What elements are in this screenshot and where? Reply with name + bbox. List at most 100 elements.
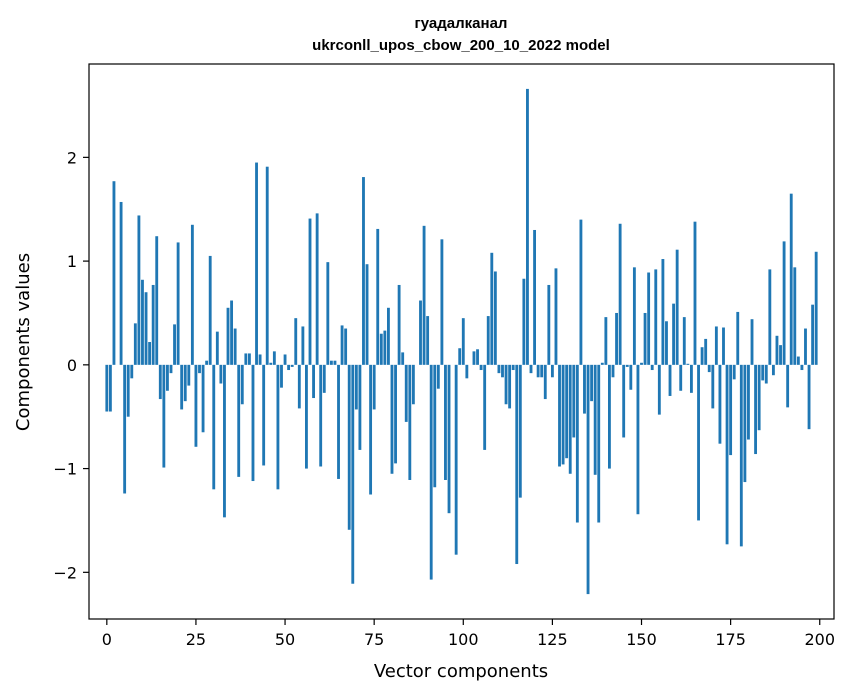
bar xyxy=(800,364,804,371)
bar xyxy=(447,364,451,514)
bar xyxy=(754,364,757,455)
bar xyxy=(119,201,123,365)
bar xyxy=(682,317,686,365)
x-tick-label: 100 xyxy=(448,630,479,649)
bar xyxy=(376,228,380,365)
bar xyxy=(643,312,647,365)
x-tick-label: 75 xyxy=(364,630,384,649)
bar xyxy=(411,364,415,405)
bar xyxy=(287,364,291,371)
x-tick-label: 50 xyxy=(275,630,295,649)
bar xyxy=(226,307,230,365)
bar xyxy=(672,303,676,365)
bar xyxy=(351,364,355,584)
bar xyxy=(604,317,608,365)
bar xyxy=(379,333,383,365)
bar xyxy=(533,229,536,365)
bar xyxy=(212,364,216,490)
bar xyxy=(272,351,276,365)
bar xyxy=(223,364,226,518)
bar xyxy=(732,364,736,380)
bars-group xyxy=(105,88,818,595)
bar xyxy=(322,364,326,393)
bar xyxy=(344,328,348,365)
bar xyxy=(679,364,683,391)
bar xyxy=(558,364,561,467)
bar xyxy=(476,349,479,365)
bar xyxy=(586,364,590,595)
bar xyxy=(158,364,162,400)
bar xyxy=(729,364,733,456)
bar xyxy=(390,364,394,474)
bar xyxy=(123,364,127,494)
bar xyxy=(632,267,636,365)
y-tick-label: 2 xyxy=(67,148,77,167)
bar xyxy=(768,269,772,365)
bar xyxy=(194,364,198,447)
bar xyxy=(526,88,529,365)
bar xyxy=(775,335,779,365)
bar xyxy=(397,284,401,365)
bar xyxy=(804,328,807,365)
chart-subtitle: ukrconll_upos_cbow_200_10_2022 model xyxy=(312,37,610,54)
bar xyxy=(169,364,173,374)
bar xyxy=(233,328,237,365)
chart-title: гуадалканал xyxy=(415,15,508,32)
bar xyxy=(208,255,212,365)
bar xyxy=(301,326,305,365)
bar xyxy=(305,364,308,469)
y-axis-ticks: −2 −1 0 1 2 xyxy=(53,148,89,582)
bar xyxy=(262,364,266,466)
bar xyxy=(761,364,765,381)
bar xyxy=(419,300,422,365)
bar xyxy=(561,364,565,465)
bar xyxy=(650,364,654,371)
bar xyxy=(290,364,294,367)
bar xyxy=(543,364,547,400)
bar xyxy=(665,321,668,365)
bar xyxy=(358,364,362,450)
bar xyxy=(347,364,351,530)
bar xyxy=(747,364,750,440)
bar xyxy=(540,364,544,378)
bar xyxy=(326,262,330,365)
bar xyxy=(176,242,180,365)
bar xyxy=(814,251,818,365)
bar xyxy=(205,360,209,365)
bar xyxy=(618,223,622,365)
bar xyxy=(319,364,323,467)
bar xyxy=(240,364,244,405)
bar xyxy=(237,364,241,477)
bar xyxy=(362,177,365,365)
bar xyxy=(654,269,658,365)
bar xyxy=(529,364,533,374)
x-tick-label: 0 xyxy=(102,630,112,649)
bar xyxy=(436,364,440,389)
bar xyxy=(190,224,194,365)
bar xyxy=(789,193,793,365)
x-tick-label: 25 xyxy=(186,630,206,649)
bar xyxy=(504,364,508,405)
bar xyxy=(426,316,430,365)
bar xyxy=(686,363,690,365)
bar xyxy=(198,364,201,374)
bar xyxy=(148,342,152,365)
bar xyxy=(337,364,340,479)
bar xyxy=(479,364,483,371)
bar xyxy=(593,364,597,475)
bar xyxy=(493,271,497,365)
bar xyxy=(422,225,426,365)
bar xyxy=(280,364,283,388)
bar xyxy=(636,364,640,515)
bar xyxy=(258,354,262,365)
bar xyxy=(458,348,462,365)
bar xyxy=(743,364,747,483)
x-tick-label: 175 xyxy=(715,630,746,649)
x-tick-label: 200 xyxy=(804,630,835,649)
bar xyxy=(444,364,447,480)
bar xyxy=(565,364,569,459)
bar xyxy=(572,364,576,438)
bar xyxy=(183,364,187,402)
bar xyxy=(137,215,141,365)
bar xyxy=(640,362,643,365)
